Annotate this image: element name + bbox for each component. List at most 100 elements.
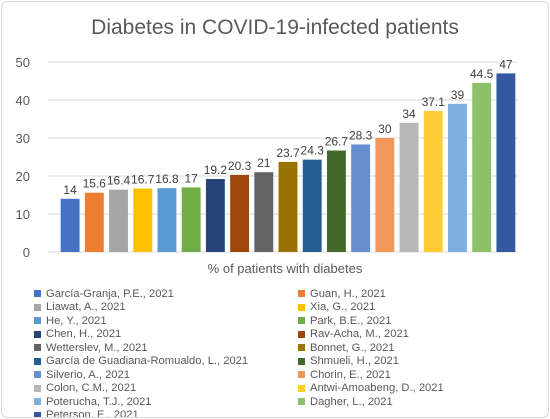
legend-swatch bbox=[298, 317, 305, 325]
legend-swatch bbox=[298, 290, 305, 298]
legend-item: Colon, C.M., 2021 bbox=[34, 382, 298, 396]
legend-swatch bbox=[298, 344, 305, 352]
data-label: 44.5 bbox=[470, 67, 494, 81]
data-label: 28.3 bbox=[349, 128, 373, 142]
y-tick-label: 0 bbox=[23, 245, 30, 260]
legend-item: Chorin, E., 2021 bbox=[298, 368, 534, 382]
legend-item: García de Guadiana-Romualdo, L., 2021 bbox=[34, 355, 298, 369]
legend-item: Park, B.E., 2021 bbox=[298, 314, 534, 328]
legend-swatch bbox=[34, 330, 41, 338]
legend-item: Peterson, E., 2021 bbox=[34, 409, 298, 418]
legend-item: Liawat, A., 2021 bbox=[34, 301, 298, 315]
legend-swatch bbox=[34, 303, 41, 311]
legend-label: Peterson, E., 2021 bbox=[46, 409, 139, 418]
bar bbox=[278, 161, 298, 252]
legend-swatch bbox=[298, 357, 305, 365]
plot-area: 0 10 20 30 40 50 14 15.6 16.4 16.7 16.8 17 19.2 20.3 2… bbox=[16, 55, 518, 276]
data-label: 30 bbox=[378, 122, 392, 136]
legend: García-Granja, P.E., 2021 Guan, H., 2021 L… bbox=[34, 287, 534, 418]
legend-label: Poterucha, T.J., 2021 bbox=[46, 395, 152, 408]
bar bbox=[133, 188, 153, 252]
legend-label: Chorin, E., 2021 bbox=[310, 368, 391, 381]
legend-swatch bbox=[34, 411, 41, 417]
bar bbox=[157, 188, 177, 252]
x-axis-label: % of patients with diabetes bbox=[208, 261, 363, 276]
data-label: 15.6 bbox=[83, 177, 107, 191]
legend-swatch bbox=[34, 398, 41, 406]
legend-label: Silverio, A., 2021 bbox=[46, 368, 130, 381]
bar bbox=[84, 192, 104, 252]
legend-item: Antwi-Amoabeng, D., 2021 bbox=[298, 382, 534, 396]
legend-item: Shmueli, H., 2021 bbox=[298, 355, 534, 369]
legend-item: Silverio, A., 2021 bbox=[34, 368, 298, 382]
bar bbox=[326, 150, 346, 252]
legend-label: Chen, H., 2021 bbox=[46, 328, 122, 341]
data-label: 16.4 bbox=[107, 174, 131, 188]
legend-swatch bbox=[298, 398, 305, 406]
data-label: 16.8 bbox=[155, 172, 179, 186]
legend-label: Antwi-Amoabeng, D., 2021 bbox=[310, 382, 444, 395]
bar bbox=[448, 103, 467, 252]
legend-label: Shmueli, H., 2021 bbox=[310, 355, 399, 368]
legend-item: He, Y., 2021 bbox=[34, 314, 298, 328]
legend-swatch bbox=[298, 384, 305, 392]
data-label: 26.7 bbox=[325, 135, 349, 149]
legend-label: Colon, C.M., 2021 bbox=[46, 382, 137, 395]
data-label: 16.7 bbox=[131, 173, 155, 187]
data-label: 17 bbox=[184, 171, 198, 185]
legend-swatch bbox=[34, 344, 41, 352]
legend-label: Guan, H., 2021 bbox=[310, 287, 386, 300]
data-label: 47 bbox=[499, 57, 513, 71]
data-label: 19.2 bbox=[204, 163, 228, 177]
legend-label: Dagher, L., 2021 bbox=[310, 395, 393, 408]
data-label: 20.3 bbox=[228, 159, 252, 173]
legend-item: Chen, H., 2021 bbox=[34, 328, 298, 342]
legend-swatch bbox=[34, 357, 41, 365]
bar bbox=[181, 187, 201, 252]
legend-swatch bbox=[298, 371, 305, 379]
legend-label: Wetterslev, M., 2021 bbox=[46, 341, 148, 354]
legend-item: Rav-Acha, M., 2021 bbox=[298, 328, 534, 342]
bar bbox=[375, 138, 395, 252]
bar bbox=[302, 159, 322, 252]
bar bbox=[205, 179, 225, 252]
legend-swatch bbox=[34, 317, 41, 325]
legend-item: Xia, G., 2021 bbox=[298, 301, 534, 315]
y-tick-label: 20 bbox=[16, 169, 30, 184]
legend-item: Bonnet, G., 2021 bbox=[298, 341, 534, 355]
data-label: 21 bbox=[257, 156, 271, 170]
legend-item: García-Granja, P.E., 2021 bbox=[34, 287, 298, 301]
legend-label: Liawat, A., 2021 bbox=[46, 301, 126, 314]
legend-swatch bbox=[298, 303, 305, 311]
legend-item: Poterucha, T.J., 2021 bbox=[34, 395, 298, 409]
bar bbox=[351, 144, 371, 252]
bar bbox=[109, 189, 128, 252]
legend-swatch bbox=[34, 371, 41, 379]
data-label: 24.3 bbox=[301, 144, 325, 158]
legend-label: Park, B.E., 2021 bbox=[310, 314, 392, 327]
bar bbox=[254, 172, 274, 252]
legend-item: Dagher, L., 2021 bbox=[298, 395, 534, 409]
bar bbox=[472, 82, 492, 253]
bar bbox=[230, 174, 250, 252]
data-label: 39 bbox=[451, 88, 465, 102]
bar bbox=[496, 73, 516, 253]
y-tick-label: 30 bbox=[16, 131, 30, 146]
bar bbox=[60, 198, 80, 252]
bar bbox=[423, 111, 443, 253]
data-label: 37.1 bbox=[422, 95, 446, 109]
legend-item: Guan, H., 2021 bbox=[298, 287, 534, 301]
y-tick-label: 50 bbox=[16, 55, 30, 70]
legend-swatch bbox=[34, 290, 41, 298]
legend-item: Wetterslev, M., 2021 bbox=[34, 341, 298, 355]
data-label: 23.7 bbox=[276, 146, 300, 160]
chart-title: Diabetes in COVID-19-infected patients bbox=[91, 16, 459, 39]
y-tick-label: 10 bbox=[16, 207, 30, 222]
legend-label: Xia, G., 2021 bbox=[310, 301, 376, 314]
legend-label: García-Granja, P.E., 2021 bbox=[46, 287, 174, 300]
legend-label: Rav-Acha, M., 2021 bbox=[310, 328, 409, 341]
legend-label: Bonnet, G., 2021 bbox=[310, 341, 395, 354]
legend-label: García de Guadiana-Romualdo, L., 2021 bbox=[46, 355, 249, 368]
bar bbox=[399, 122, 419, 252]
